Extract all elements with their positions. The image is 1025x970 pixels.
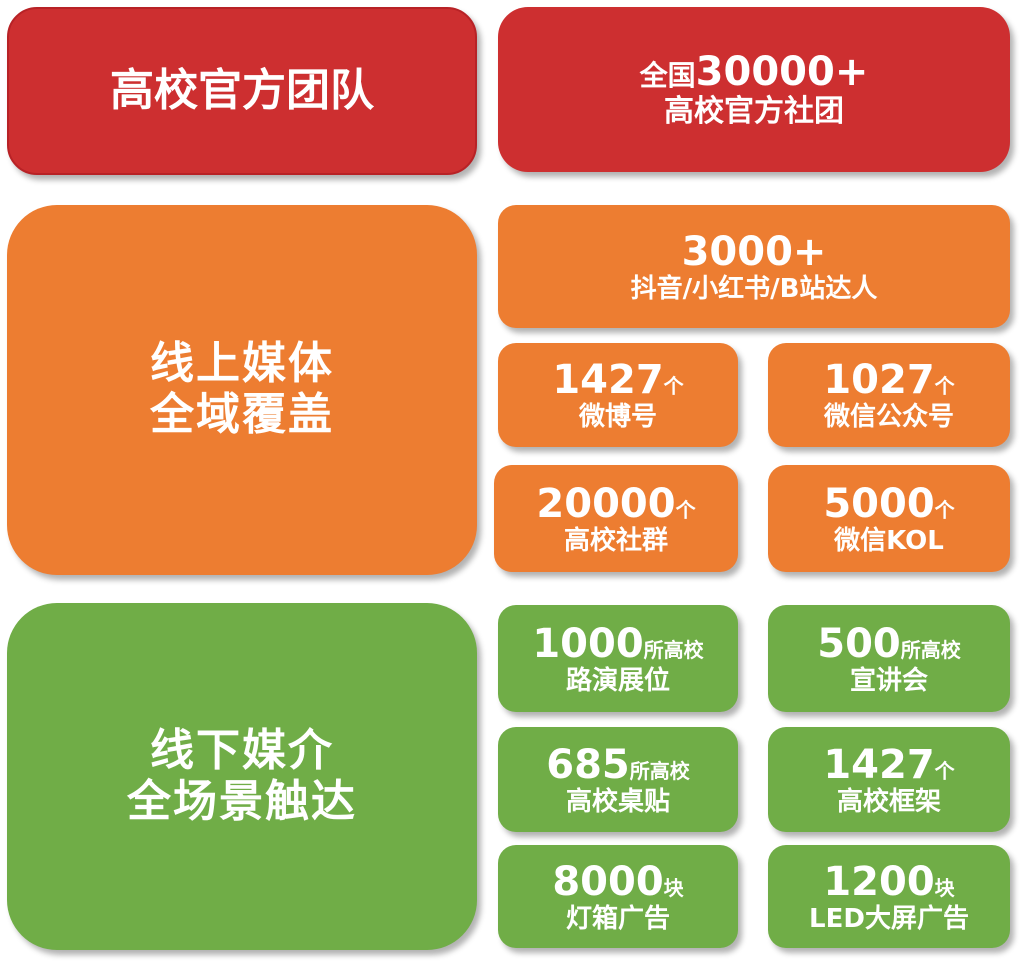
team-prefix: 全国 xyxy=(639,59,696,93)
stat-label: 高校框架 xyxy=(836,786,941,817)
stat-number: 1200 xyxy=(823,858,935,905)
offline-stat-card: 1000所高校 路演展位 xyxy=(498,605,738,712)
online-stat-card: 1427个 微博号 xyxy=(498,343,738,447)
team-stat-card: 全国30000+ 高校官方社团 xyxy=(498,7,1010,172)
stat-unit: 个 xyxy=(934,758,955,783)
stat-label: 微信KOL xyxy=(834,525,944,556)
online-stat-card: 3000+ 抖音/小红书/B站达人 xyxy=(498,205,1010,328)
stat-label: 路演展位 xyxy=(565,665,670,696)
stat-label: 高校社群 xyxy=(563,525,668,556)
stat-label: 微信公众号 xyxy=(823,402,954,433)
stat-unit: 块 xyxy=(663,875,684,900)
stat-label: 高校桌贴 xyxy=(565,786,670,817)
stat-label: 抖音/小红书/B站达人 xyxy=(630,273,878,304)
stat-label: LED大屏广告 xyxy=(809,903,969,934)
stat-label: 微博号 xyxy=(578,402,657,433)
stat-number: 1000 xyxy=(532,620,644,667)
stat-label: 灯箱广告 xyxy=(565,903,670,934)
offline-title-card: 线下媒介 全场景触达 xyxy=(7,603,477,950)
stat-label: 宣讲会 xyxy=(849,665,928,696)
online-stat-card: 20000个 高校社群 xyxy=(494,465,738,572)
online-stat-card: 5000个 微信KOL xyxy=(768,465,1010,572)
team-title: 高校官方团队 xyxy=(110,64,374,116)
stat-number: 1427 xyxy=(823,741,935,788)
stat-unit: 所高校 xyxy=(900,637,961,662)
stat-number: 20000 xyxy=(536,480,676,527)
stat-unit: 块 xyxy=(934,875,955,900)
offline-stat-card: 1200块 LED大屏广告 xyxy=(768,845,1010,948)
online-stat-card: 1027个 微信公众号 xyxy=(768,343,1010,447)
stat-number: 685 xyxy=(546,741,630,788)
online-title-line2: 全域覆盖 xyxy=(150,389,334,440)
stat-unit: 所高校 xyxy=(629,758,690,783)
stat-number: 5000 xyxy=(823,480,935,527)
offline-stat-card: 685所高校 高校桌贴 xyxy=(498,727,738,832)
stat-number: 1027 xyxy=(823,357,935,404)
online-title-line1: 线上媒体 xyxy=(150,338,334,390)
stat-unit: 个 xyxy=(675,497,696,522)
online-title-card: 线上媒体 全域覆盖 xyxy=(7,205,477,575)
offline-title-line2: 全场景触达 xyxy=(127,775,357,827)
stat-number: 500 xyxy=(817,620,901,667)
stat-unit: 个 xyxy=(663,374,684,399)
stat-unit: 个 xyxy=(934,374,955,399)
stat-number: 8000 xyxy=(552,858,664,905)
team-label: 高校官方社团 xyxy=(664,94,844,130)
stat-unit: 个 xyxy=(934,497,955,522)
offline-stat-card: 500所高校 宣讲会 xyxy=(768,605,1010,712)
offline-title-line1: 线下媒介 xyxy=(150,724,334,776)
team-title-card: 高校官方团队 xyxy=(7,7,477,175)
offline-stat-card: 8000块 灯箱广告 xyxy=(498,845,738,948)
stat-unit: 所高校 xyxy=(643,637,704,662)
stat-number: 1427 xyxy=(552,357,664,404)
team-number: 30000+ xyxy=(695,49,869,96)
stat-number: 3000+ xyxy=(681,228,827,275)
offline-stat-card: 1427个 高校框架 xyxy=(768,727,1010,832)
